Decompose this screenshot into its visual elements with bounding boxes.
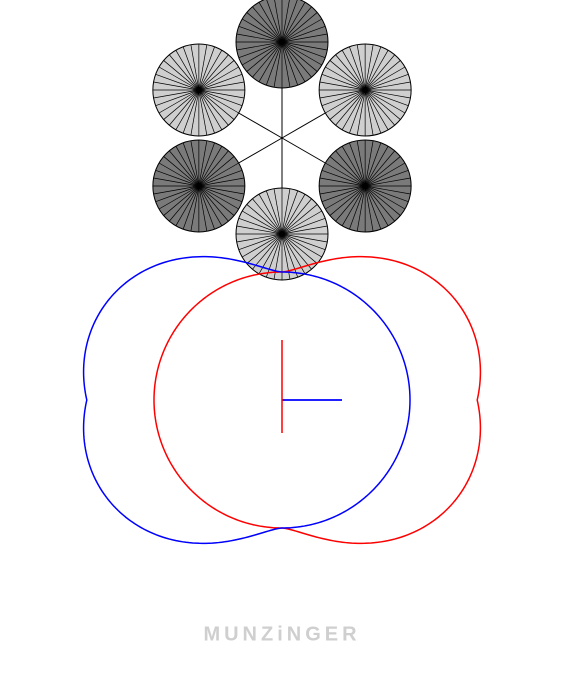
wheel xyxy=(236,188,328,280)
wheel xyxy=(153,44,245,136)
polar-curves xyxy=(84,257,481,544)
wheel xyxy=(236,0,328,88)
blue-curve xyxy=(84,257,410,544)
wheel xyxy=(319,44,411,136)
logo-text: MUNZiNGER xyxy=(203,623,360,645)
wheel-cluster xyxy=(153,0,411,280)
wheel xyxy=(319,140,411,232)
wheel xyxy=(153,140,245,232)
